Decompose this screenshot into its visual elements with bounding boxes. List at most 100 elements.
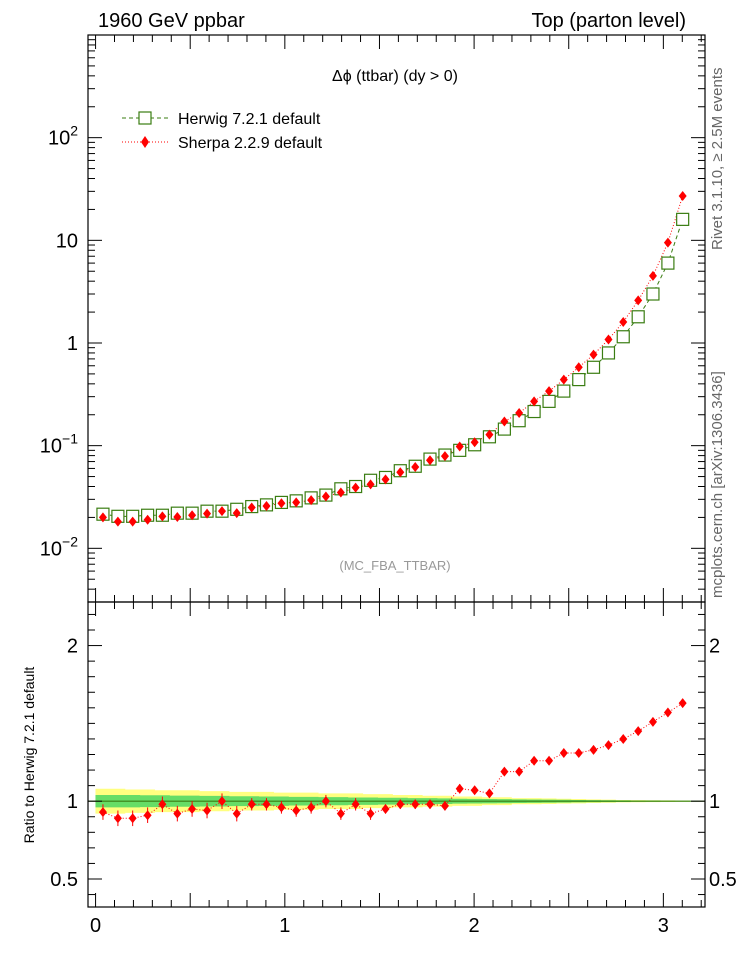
herwig-point xyxy=(527,404,541,419)
sherpa-point xyxy=(351,482,360,493)
sherpa-point xyxy=(500,416,509,427)
ratio-sherpa-point xyxy=(321,796,330,807)
sherpa-point xyxy=(574,362,583,373)
ratio-sherpa-point xyxy=(470,785,479,796)
sherpa-point xyxy=(604,334,613,345)
herwig-point xyxy=(586,360,601,374)
ratio-sherpa-point xyxy=(128,813,137,824)
ratio-sherpa-point xyxy=(277,802,286,813)
herwig-point xyxy=(631,310,645,324)
sherpa-point xyxy=(634,295,643,306)
herwig-point xyxy=(616,330,630,344)
ratio-sherpa-point xyxy=(366,808,375,819)
main-y-tick-label: 10−1 xyxy=(40,431,78,458)
sherpa-point xyxy=(232,508,241,519)
header-energy-label: 1960 GeV ppbar xyxy=(98,10,245,32)
x-tick-labels: 0 1 2 3 xyxy=(90,915,669,937)
sherpa-point xyxy=(425,455,434,466)
ratio-sherpa-point xyxy=(247,799,256,810)
ratio-y-tick-label-right: 1 xyxy=(709,791,720,813)
ratio-axis-ticks xyxy=(88,602,705,907)
ratio-sherpa-point xyxy=(98,807,107,818)
ratio-sherpa-point xyxy=(425,799,434,810)
ratio-sherpa-point xyxy=(663,707,672,718)
herwig-line xyxy=(102,219,684,517)
ratio-sherpa-point xyxy=(440,800,449,811)
sherpa-point xyxy=(277,498,286,509)
ratio-sherpa-point xyxy=(307,802,316,813)
ratio-sherpa-point xyxy=(574,747,583,758)
ratio-plot-content xyxy=(88,698,705,827)
sherpa-point xyxy=(455,441,464,452)
header-process-label: Top (parton level) xyxy=(531,10,686,32)
sherpa-point xyxy=(173,511,182,522)
ratio-sherpa-point xyxy=(173,808,182,819)
sherpa-point xyxy=(396,467,405,478)
sherpa-point xyxy=(188,510,197,521)
ratio-sherpa-point xyxy=(604,740,613,751)
ratio-y-axis-label: Ratio to Herwig 7.2.1 default xyxy=(21,667,37,844)
legend-item-sherpa: Sherpa 2.2.9 default xyxy=(122,135,323,152)
sherpa-point xyxy=(648,270,657,281)
sherpa-point xyxy=(545,386,554,397)
ratio-sherpa-point xyxy=(396,799,405,810)
sherpa-point xyxy=(307,495,316,506)
sherpa-point xyxy=(440,451,449,462)
sherpa-point xyxy=(292,497,301,508)
sherpa-point xyxy=(336,487,345,498)
sherpa-point xyxy=(559,374,568,385)
sherpa-point xyxy=(663,237,672,248)
main-y-tick-label: 1 xyxy=(67,333,78,355)
sherpa-point xyxy=(203,508,212,519)
ratio-sherpa-point xyxy=(455,783,464,794)
main-plot-content xyxy=(96,191,690,527)
ratio-y-tick-label: 2 xyxy=(67,636,78,658)
ratio-frame xyxy=(87,601,706,908)
ratio-sherpa-point xyxy=(232,808,241,819)
ratio-sherpa-point xyxy=(217,796,226,807)
legend-herwig-marker xyxy=(138,111,152,125)
legend-sherpa-label: Sherpa 2.2.9 default xyxy=(178,135,323,152)
sherpa-point xyxy=(619,317,628,328)
sherpa-point xyxy=(128,516,137,527)
ratio-sherpa-point xyxy=(143,810,152,821)
legend-item-herwig: Herwig 7.2.1 default xyxy=(122,111,321,128)
sherpa-point xyxy=(366,479,375,490)
ratio-sherpa-point xyxy=(589,744,598,755)
ratio-sherpa-point xyxy=(336,808,345,819)
sherpa-point xyxy=(247,502,256,513)
herwig-point xyxy=(542,394,556,408)
legend-herwig-label: Herwig 7.2.1 default xyxy=(178,111,321,128)
ratio-y-tick-label-right: 0.5 xyxy=(709,869,737,891)
x-tick-label: 3 xyxy=(658,915,669,937)
sherpa-point xyxy=(98,512,107,523)
ratio-sherpa-point xyxy=(262,799,271,810)
plot-title: Δϕ (ttbar) (dy > 0) xyxy=(332,68,458,85)
sherpa-point xyxy=(530,396,539,407)
herwig-point xyxy=(661,256,675,270)
main-y-tick-label: 10−2 xyxy=(40,533,78,560)
sherpa-line xyxy=(102,195,684,523)
ratio-y-tick-label: 0.5 xyxy=(50,869,78,891)
sherpa-point xyxy=(485,429,494,440)
ratio-sherpa-point xyxy=(188,803,197,814)
ratio-sherpa-point xyxy=(158,799,167,810)
ratio-panel: 0.5 0.5 1 1 2 2 0 1 2 3 Ratio to Herwig 7.2.1 de… xyxy=(21,601,737,937)
herwig-point xyxy=(572,372,586,387)
main-axis-ticks xyxy=(88,35,705,603)
sherpa-point xyxy=(143,514,152,525)
herwig-point xyxy=(557,384,571,398)
ratio-sherpa-point xyxy=(545,755,554,766)
sherpa-point xyxy=(158,511,167,522)
sherpa-point xyxy=(470,437,479,448)
main-y-tick-label: 10 xyxy=(56,230,78,252)
sherpa-point xyxy=(113,516,122,527)
side-label-rivet: Rivet 3.1.10, ≥ 2.5M events xyxy=(709,68,726,251)
ratio-sherpa-point xyxy=(619,733,628,744)
ratio-sherpa-point xyxy=(381,803,390,814)
sherpa-point xyxy=(589,349,598,360)
sherpa-point xyxy=(262,501,271,512)
ratio-y-tick-label: 1 xyxy=(67,791,78,813)
legend: Herwig 7.2.1 default Sherpa 2.2.9 defaul… xyxy=(122,111,323,152)
